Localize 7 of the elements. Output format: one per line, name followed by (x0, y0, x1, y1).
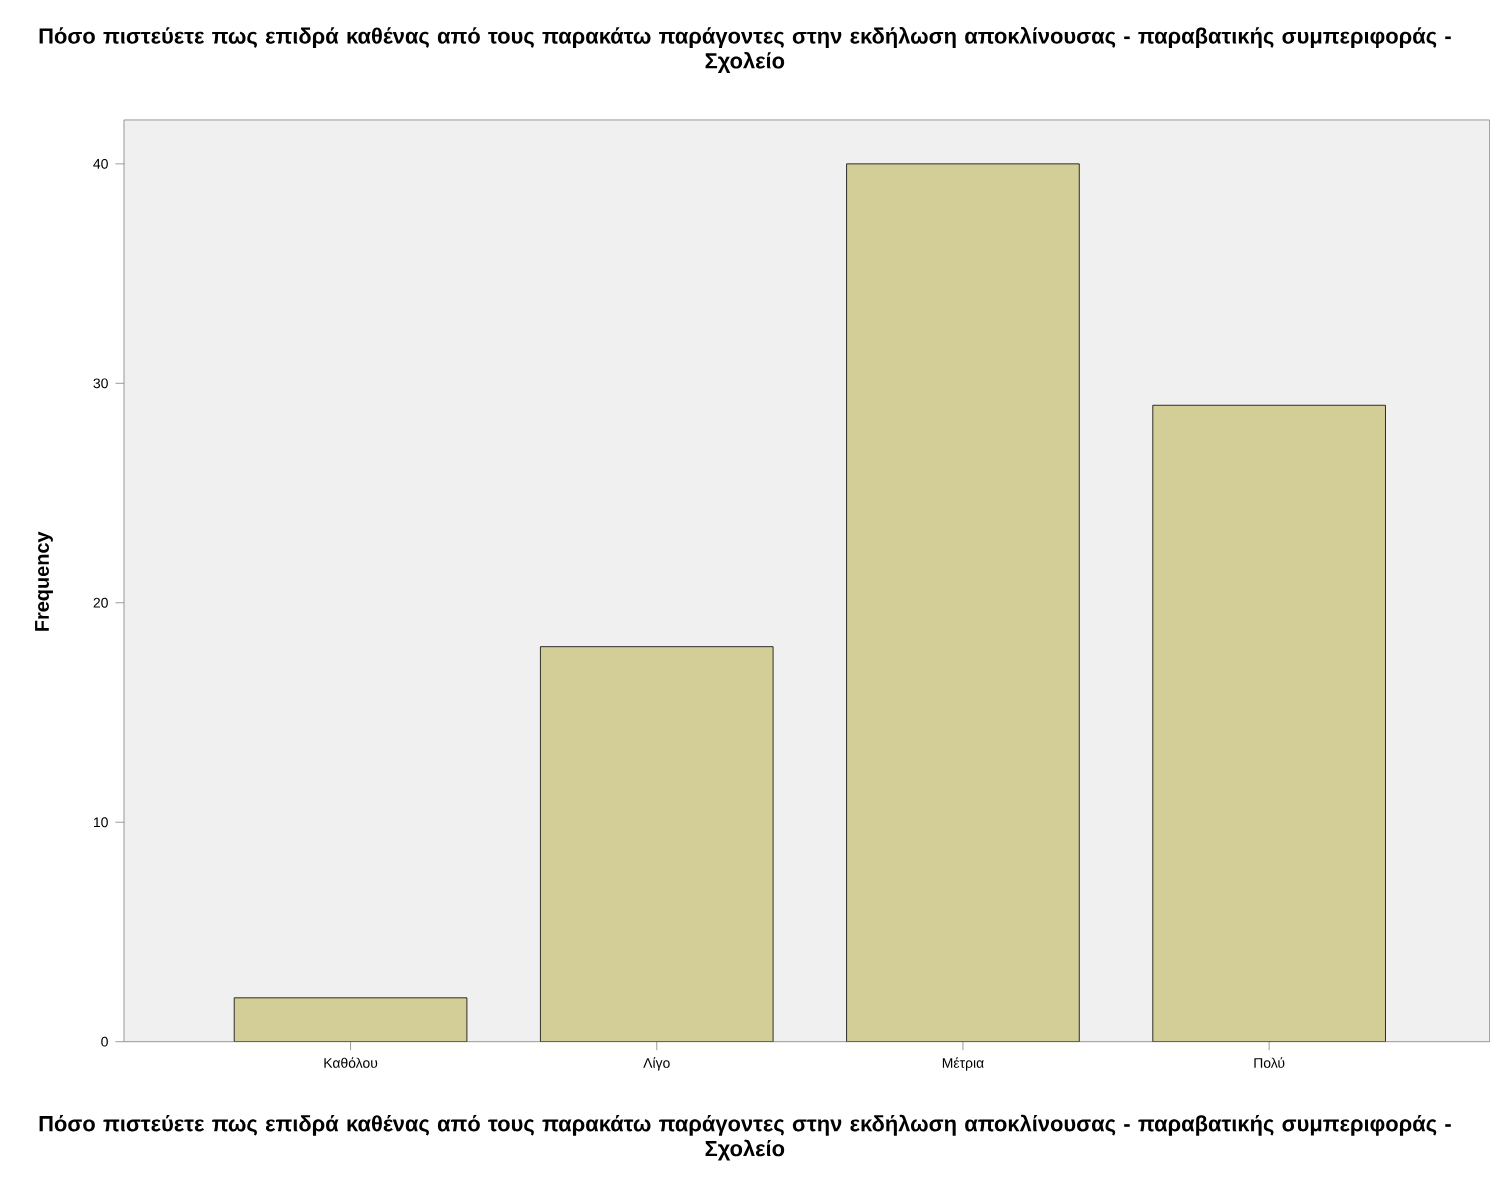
bar (234, 997, 467, 1042)
y-axis-title: Frequency (35, 531, 53, 631)
bar (540, 646, 774, 1042)
bar (846, 163, 1080, 1042)
chart-title: Πόσο πιστεύετε πως επιδρά καθένας από τους παρακάτω παράγοντες στην εκδήλωση αποκλίνουσας - παραβατικής συμπεριφοράς - Σχολείο (39, 27, 1451, 74)
x-axis-title: Πόσο πιστεύετε πως επιδρά καθένας από τους παρακάτω παράγοντες στην εκδήλωση αποκλίνουσας - παραβατικής συμπεριφοράς - Σχολείο (39, 1114, 1451, 1161)
bar (1152, 405, 1386, 1042)
